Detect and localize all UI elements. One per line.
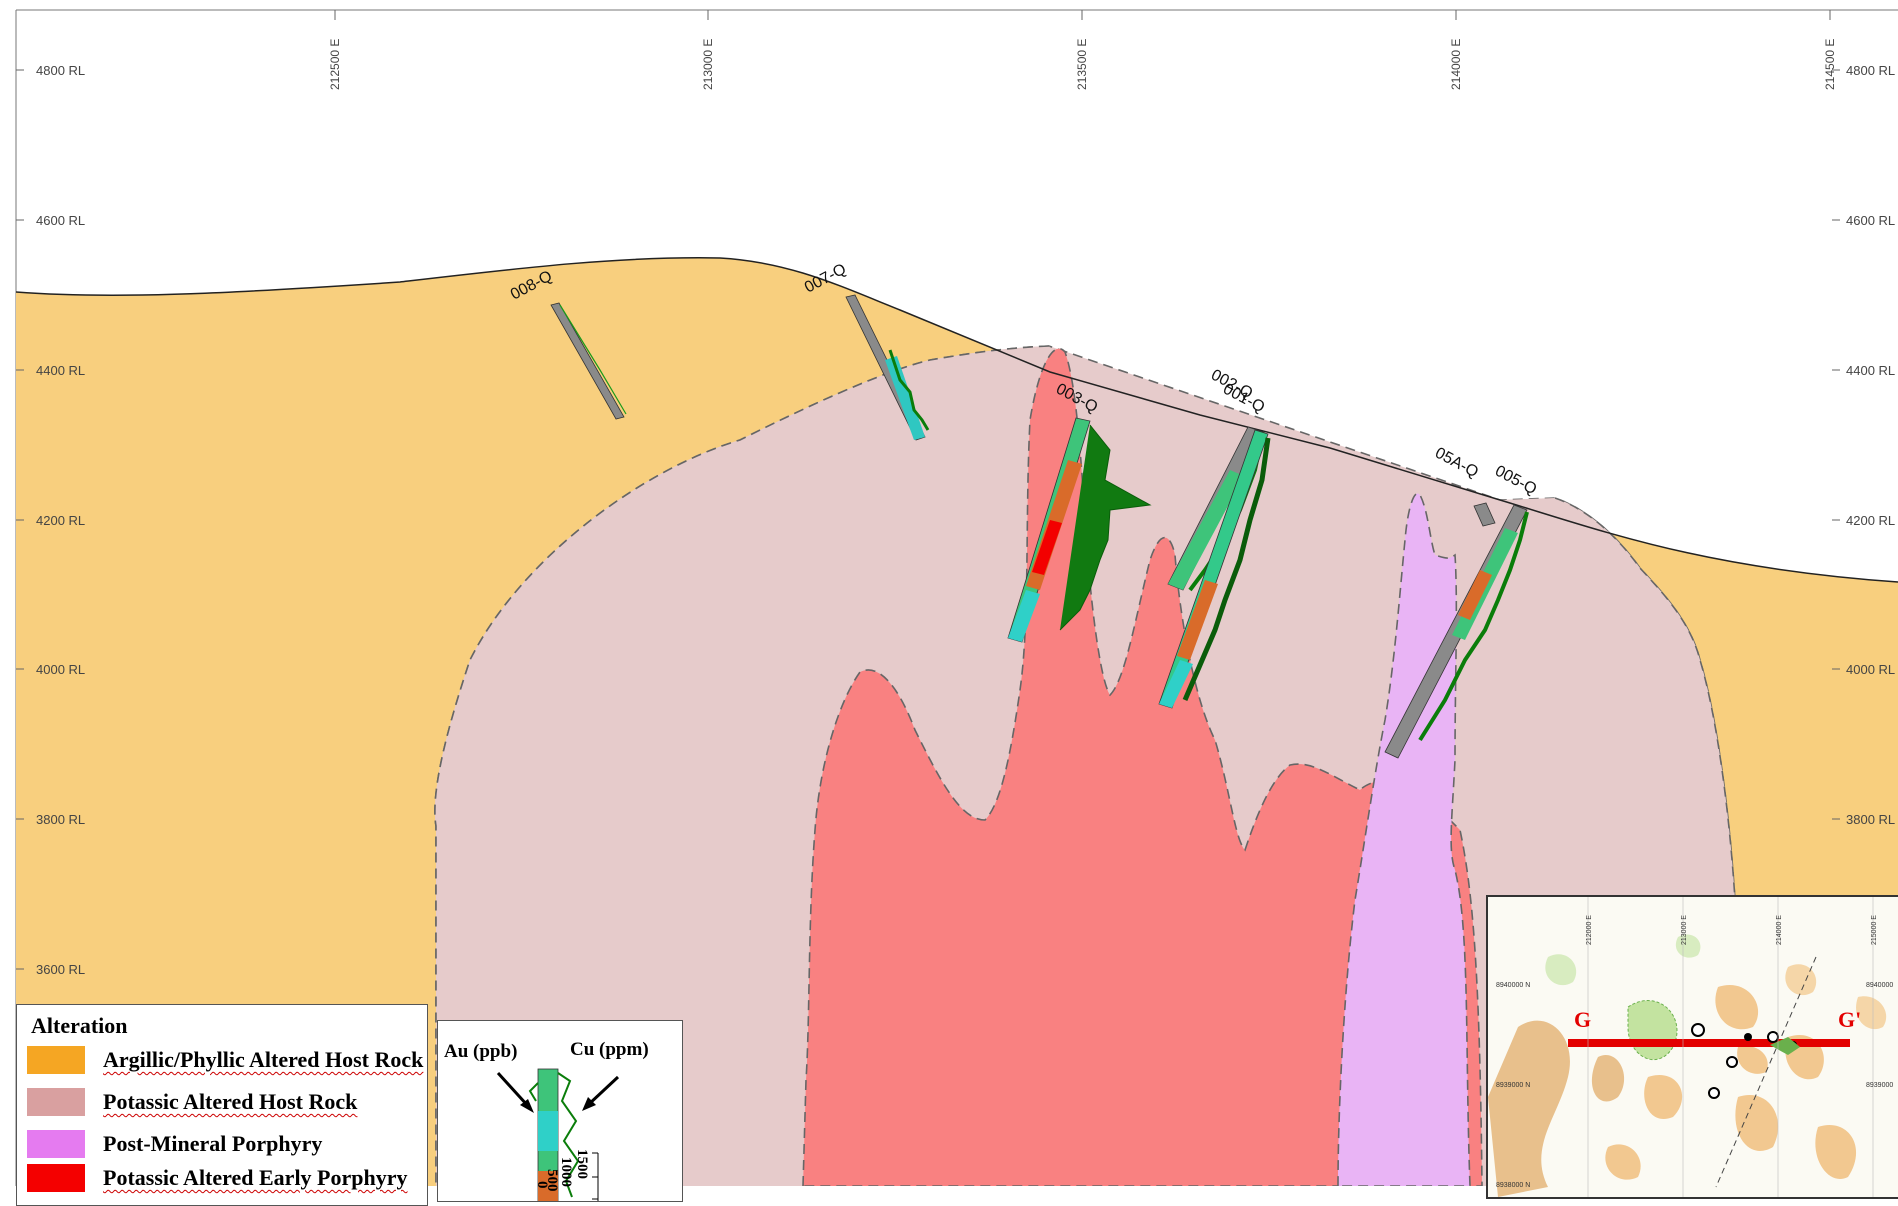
inset-easting-213000: 213000 E <box>1681 915 1688 945</box>
key-cu-label: Cu (ppm) <box>570 1039 649 1060</box>
topography-line <box>15 257 1898 583</box>
inset-northing-8940000: 8940000 N <box>1496 982 1530 989</box>
rl-label-4600: 4600 RL <box>36 213 85 228</box>
rl-label-4400: 4400 RL <box>36 363 85 378</box>
rl-label-right-4600: 4600 RL <box>1846 213 1895 228</box>
inset-easting-214000: 214000 E <box>1776 915 1783 945</box>
inset-section-label-g: G <box>1574 1007 1591 1032</box>
legend-label-post-mineral: Post-Mineral Porphyry <box>103 1131 323 1156</box>
rl-label-4200: 4200 RL <box>36 513 85 528</box>
inset-easting-215000: 215000 E <box>1871 915 1878 945</box>
key-diagram: 1500 1000 500 0 <box>496 1068 620 1201</box>
legend-swatch-argillic <box>27 1046 85 1074</box>
potassic-host-boundary <box>434 345 1050 1186</box>
inset-section-label-g-prime: G' <box>1838 1007 1861 1032</box>
location-inset-map: 212000 E 213000 E 214000 E 215000 E 8940… <box>1486 895 1898 1199</box>
legend-title: Alteration <box>31 1013 128 1038</box>
inset-northing-right-8940000: 8940000 <box>1866 982 1893 989</box>
rl-label-right-4800: 4800 RL <box>1846 63 1895 78</box>
rl-label-4000: 4000 RL <box>36 662 85 677</box>
legend-item-potassic-host: Potassic Altered Host Rock <box>27 1087 357 1117</box>
key-scale-1500: 1500 <box>574 1149 590 1179</box>
drillhole-label-005-q: 005-Q <box>1492 463 1539 499</box>
legend-label-argillic: Argillic/Phyllic Altered Host Rock <box>103 1047 424 1072</box>
key-scale-1000: 1000 <box>558 1157 574 1187</box>
rl-label-3800: 3800 RL <box>36 812 85 827</box>
rl-label-right-3800: 3800 RL <box>1846 812 1895 827</box>
legend-label-potassic-host: Potassic Altered Host Rock <box>103 1089 358 1114</box>
easting-label-213500: 213500 E <box>1075 39 1089 90</box>
drillhole-key: Au (ppb) Cu (ppm) 1500 1000 500 0 <box>437 1020 683 1202</box>
inset-northing-8939000: 8939000 N <box>1496 1082 1530 1089</box>
legend-item-post-mineral: Post-Mineral Porphyry <box>27 1129 322 1159</box>
rl-label-right-4200: 4200 RL <box>1846 513 1895 528</box>
drillhole-label-05a-q: 05A-Q <box>1432 445 1481 482</box>
easting-label-214000: 214000 E <box>1449 39 1463 90</box>
rl-label-4800: 4800 RL <box>36 63 85 78</box>
rl-axis-right: 4800 RL 4600 RL 4400 RL 4200 RL 4000 RL … <box>1832 63 1895 827</box>
key-scale-0: 0 <box>534 1181 550 1189</box>
easting-label-214500: 214500 E <box>1823 39 1837 90</box>
easting-label-212500: 212500 E <box>328 39 342 90</box>
legend-item-early-porphyry: Potassic Altered Early Porphyry <box>27 1163 408 1193</box>
rl-label-right-4400: 4400 RL <box>1846 363 1895 378</box>
easting-label-213000: 213000 E <box>701 39 715 90</box>
inset-northing-right-8939000: 8939000 <box>1866 1082 1893 1089</box>
alteration-legend: Alteration Argillic/Phyllic Altered Host… <box>16 1004 428 1206</box>
rl-label-right-4000: 4000 RL <box>1846 662 1895 677</box>
rl-axis-left: 4800 RL 4600 RL 4400 RL 4200 RL 4000 RL … <box>16 63 85 977</box>
inset-easting-212000: 212000 E <box>1586 915 1593 945</box>
legend-swatch-early-porphyry <box>27 1164 85 1192</box>
legend-label-early-porphyry: Potassic Altered Early Porphyry <box>103 1165 408 1190</box>
legend-swatch-post-mineral <box>27 1130 85 1158</box>
legend-swatch-potassic-host <box>27 1088 85 1116</box>
rl-label-3600: 3600 RL <box>36 962 85 977</box>
inset-map-drawing: 212000 E 213000 E 214000 E 215000 E 8940… <box>1488 897 1898 1197</box>
drillhole-001-q: 001-Q <box>1158 381 1271 709</box>
easting-axis: 212500 E 213000 E 213500 E 214000 E 2145… <box>328 10 1837 90</box>
key-au-label: Au (ppb) <box>444 1041 518 1062</box>
legend-item-argillic: Argillic/Phyllic Altered Host Rock <box>27 1045 423 1075</box>
